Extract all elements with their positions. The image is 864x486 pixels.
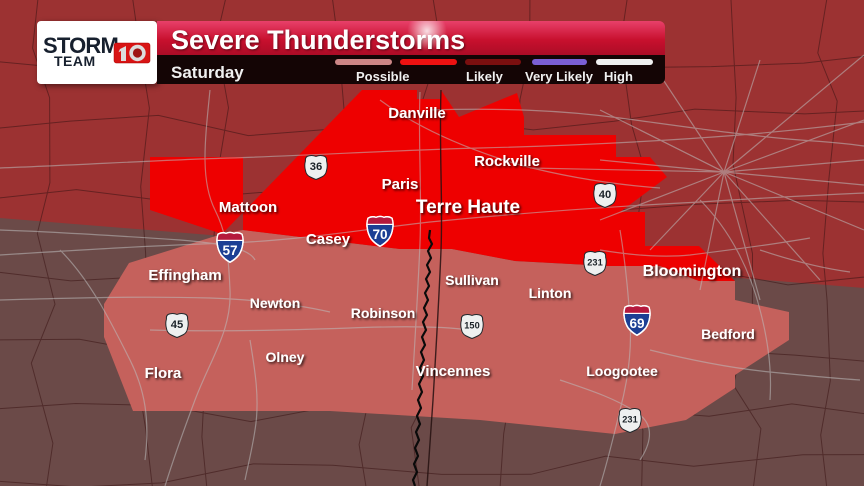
svg-text:TEAM: TEAM: [54, 53, 96, 69]
svg-text:40: 40: [599, 189, 611, 201]
svg-text:70: 70: [372, 227, 387, 242]
svg-text:36: 36: [310, 161, 322, 173]
svg-text:150: 150: [464, 321, 479, 331]
svg-text:Mattoon: Mattoon: [219, 199, 277, 216]
svg-text:Loogootee: Loogootee: [586, 363, 658, 379]
svg-text:231: 231: [622, 415, 637, 425]
svg-text:Terre Haute: Terre Haute: [416, 197, 520, 218]
svg-text:231: 231: [587, 258, 602, 268]
svg-text:Casey: Casey: [306, 231, 351, 248]
svg-text:Rockville: Rockville: [474, 153, 540, 170]
svg-text:Vincennes: Vincennes: [416, 363, 491, 380]
svg-text:57: 57: [222, 243, 237, 258]
svg-text:Paris: Paris: [382, 176, 419, 193]
svg-text:45: 45: [171, 319, 183, 331]
svg-text:Flora: Flora: [145, 365, 182, 382]
svg-text:Olney: Olney: [266, 349, 305, 365]
svg-text:69: 69: [629, 316, 645, 331]
svg-text:Bloomington: Bloomington: [643, 263, 742, 280]
svg-text:Robinson: Robinson: [351, 305, 416, 321]
svg-text:Sullivan: Sullivan: [445, 272, 499, 288]
svg-text:Danville: Danville: [388, 105, 446, 122]
svg-text:Linton: Linton: [529, 285, 572, 301]
svg-text:Bedford: Bedford: [701, 326, 755, 342]
svg-text:Effingham: Effingham: [148, 267, 221, 284]
svg-text:Newton: Newton: [250, 295, 301, 311]
